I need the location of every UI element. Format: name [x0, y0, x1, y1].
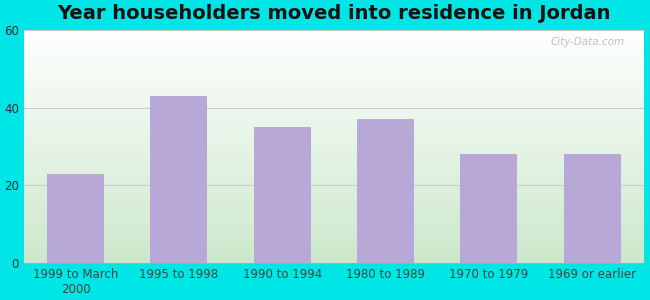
Bar — [564, 154, 621, 263]
Bar — [254, 127, 311, 263]
Bar — [150, 96, 207, 263]
Text: City-Data.com: City-Data.com — [551, 37, 625, 47]
Bar — [357, 119, 414, 263]
Bar — [47, 174, 104, 263]
Bar — [460, 154, 517, 263]
Title: Year householders moved into residence in Jordan: Year householders moved into residence i… — [57, 4, 610, 23]
